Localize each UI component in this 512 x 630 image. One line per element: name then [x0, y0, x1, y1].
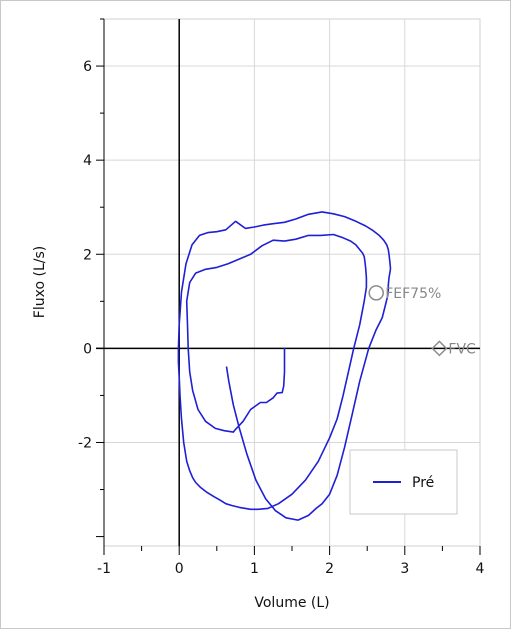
tick-label-layer: -1 0 1 2 3 4 -2 0 2 4 6 — [78, 59, 485, 577]
x-tick-label: -1 — [97, 561, 111, 577]
y-tick-label: 4 — [83, 153, 92, 169]
x-axis-title: Volume (L) — [254, 595, 329, 611]
legend-box — [349, 449, 458, 515]
x-tick-label: 2 — [325, 561, 334, 577]
marker-label: FEF75% — [385, 286, 441, 302]
axes-layer — [96, 18, 481, 555]
marker-fef75: FEF75% — [368, 285, 441, 302]
x-tick-label: 4 — [476, 561, 485, 577]
marker-label: FVC — [448, 341, 476, 357]
marker-fvc: FVC — [431, 340, 476, 357]
y-tick-label: 2 — [83, 247, 92, 263]
marker-layer: FEF75% FVC — [368, 285, 476, 357]
marker-diamond — [431, 340, 448, 357]
x-tick-label: 1 — [250, 561, 259, 577]
y-tick-label: 0 — [83, 341, 92, 357]
series-line-pre — [177, 211, 392, 521]
legend-label-pre: Pré — [412, 475, 434, 491]
series-layer — [177, 211, 392, 521]
x-tick-label: 3 — [400, 561, 409, 577]
marker-circle — [368, 285, 384, 301]
legend: Pré — [349, 449, 458, 515]
y-tick-label: 6 — [83, 59, 92, 75]
y-tick-label: -2 — [78, 435, 92, 451]
grid-layer — [104, 19, 480, 546]
y-axis-title: Fluxo (L/s) — [32, 246, 48, 318]
x-tick-label: 0 — [175, 561, 184, 577]
